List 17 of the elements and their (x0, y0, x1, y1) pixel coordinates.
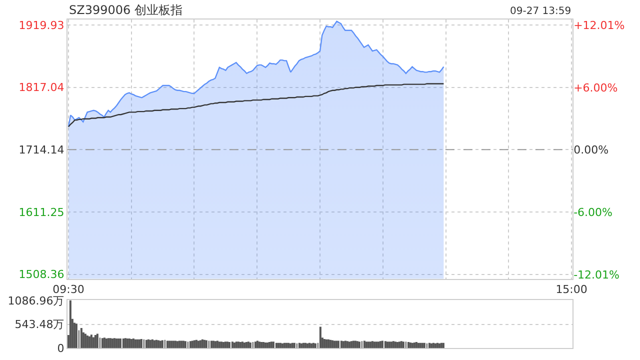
y-tick-label: 1086.96万 (8, 294, 64, 308)
y-tick-label: 543.48万 (14, 318, 64, 332)
y2-tick-label: -12.01% (574, 268, 620, 282)
x-tick-label: 15:00 (556, 282, 588, 296)
y2-tick-label: 0.00% (574, 144, 609, 157)
x-tick-label: 09:30 (52, 282, 84, 296)
chart-title: SZ399006 创业板指 (69, 3, 182, 17)
y-tick-label: 1508.36 (18, 268, 64, 282)
y-tick-label: 1611.25 (18, 206, 64, 219)
y2-tick-label: -6.00% (574, 206, 612, 219)
text: 09-27 13:59 (510, 6, 572, 17)
y-tick-label: 1714.14 (18, 144, 64, 157)
y-tick-label: 1817.04 (18, 81, 64, 94)
y-tick-label: 1919.93 (18, 18, 64, 32)
y2-tick-label: +12.01% (574, 18, 625, 32)
y2-tick-label: +6.00% (574, 81, 618, 94)
y-tick-label: 0 (57, 342, 64, 356)
